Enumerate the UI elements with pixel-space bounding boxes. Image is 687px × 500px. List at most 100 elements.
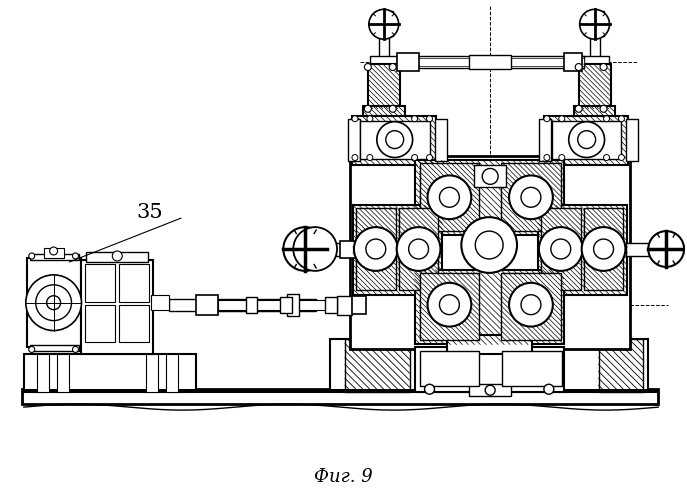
Bar bbox=[541, 208, 581, 290]
Circle shape bbox=[412, 154, 418, 160]
Circle shape bbox=[482, 168, 498, 184]
Circle shape bbox=[364, 106, 372, 112]
Bar bbox=[360, 120, 429, 158]
Circle shape bbox=[386, 130, 404, 148]
Bar bbox=[85, 304, 115, 343]
Bar bbox=[166, 354, 178, 392]
Bar bbox=[27, 258, 82, 348]
Bar bbox=[30, 346, 80, 352]
Circle shape bbox=[390, 64, 396, 70]
Bar bbox=[501, 273, 561, 340]
Bar bbox=[598, 340, 643, 392]
Circle shape bbox=[575, 64, 582, 70]
Bar bbox=[169, 298, 316, 310]
Circle shape bbox=[509, 283, 553, 327]
Bar bbox=[337, 296, 352, 314]
Bar bbox=[585, 12, 604, 16]
Circle shape bbox=[364, 64, 372, 70]
Bar bbox=[375, 12, 393, 16]
Circle shape bbox=[618, 116, 624, 121]
Bar bbox=[245, 296, 258, 312]
Circle shape bbox=[600, 106, 607, 112]
Bar bbox=[649, 246, 663, 253]
Bar bbox=[22, 389, 658, 404]
Bar bbox=[436, 118, 447, 160]
Bar bbox=[581, 56, 609, 66]
Bar bbox=[87, 252, 148, 262]
Bar bbox=[85, 264, 115, 302]
Bar bbox=[350, 156, 631, 350]
Circle shape bbox=[440, 294, 460, 314]
Bar bbox=[146, 354, 158, 392]
Bar bbox=[420, 352, 480, 386]
Bar bbox=[469, 55, 511, 69]
Bar bbox=[36, 354, 49, 392]
Circle shape bbox=[409, 239, 429, 259]
Bar bbox=[474, 166, 506, 188]
Circle shape bbox=[544, 154, 550, 160]
Circle shape bbox=[427, 176, 471, 219]
Circle shape bbox=[49, 247, 58, 255]
Circle shape bbox=[73, 253, 78, 259]
Bar bbox=[196, 294, 218, 314]
Bar bbox=[414, 270, 564, 344]
Circle shape bbox=[369, 10, 398, 39]
Bar bbox=[501, 164, 561, 231]
Bar bbox=[356, 208, 396, 290]
Circle shape bbox=[649, 231, 684, 267]
Bar bbox=[398, 208, 438, 290]
Circle shape bbox=[618, 154, 624, 160]
Circle shape bbox=[293, 227, 337, 271]
Text: 35: 35 bbox=[136, 203, 163, 222]
Bar bbox=[564, 53, 582, 71]
Bar bbox=[363, 106, 405, 140]
Bar bbox=[56, 354, 69, 392]
Bar bbox=[379, 36, 389, 58]
Circle shape bbox=[582, 227, 625, 271]
Bar bbox=[538, 205, 627, 294]
Circle shape bbox=[539, 227, 583, 271]
Circle shape bbox=[352, 154, 358, 160]
Bar bbox=[218, 300, 354, 310]
Circle shape bbox=[390, 106, 396, 112]
Circle shape bbox=[366, 239, 386, 259]
Bar bbox=[375, 12, 393, 36]
Circle shape bbox=[580, 10, 609, 39]
Circle shape bbox=[462, 217, 517, 273]
Bar bbox=[544, 116, 629, 166]
Bar bbox=[414, 160, 564, 235]
Circle shape bbox=[412, 116, 418, 121]
Circle shape bbox=[367, 116, 373, 121]
Bar bbox=[120, 304, 149, 343]
Circle shape bbox=[559, 154, 565, 160]
Bar bbox=[345, 340, 409, 392]
Bar bbox=[352, 296, 366, 314]
Bar bbox=[353, 205, 442, 294]
Circle shape bbox=[604, 154, 609, 160]
Bar bbox=[325, 296, 337, 312]
Circle shape bbox=[604, 116, 609, 121]
Circle shape bbox=[575, 106, 582, 112]
Bar bbox=[627, 118, 638, 160]
Bar bbox=[120, 264, 149, 302]
Circle shape bbox=[73, 346, 78, 352]
Bar bbox=[370, 56, 398, 66]
Circle shape bbox=[559, 116, 565, 121]
Text: Фиг. 9: Фиг. 9 bbox=[314, 468, 372, 485]
Bar bbox=[327, 243, 355, 256]
Bar bbox=[348, 118, 360, 160]
Circle shape bbox=[521, 294, 541, 314]
Circle shape bbox=[544, 384, 554, 394]
Circle shape bbox=[578, 130, 596, 148]
Bar bbox=[539, 118, 551, 160]
Bar bbox=[589, 36, 600, 58]
Circle shape bbox=[569, 122, 605, 158]
Bar bbox=[30, 254, 80, 260]
Bar bbox=[280, 296, 292, 312]
Bar bbox=[469, 384, 511, 396]
Bar bbox=[420, 273, 480, 340]
Circle shape bbox=[427, 283, 471, 327]
Circle shape bbox=[544, 116, 550, 121]
Bar bbox=[82, 260, 153, 354]
Bar bbox=[574, 106, 616, 140]
